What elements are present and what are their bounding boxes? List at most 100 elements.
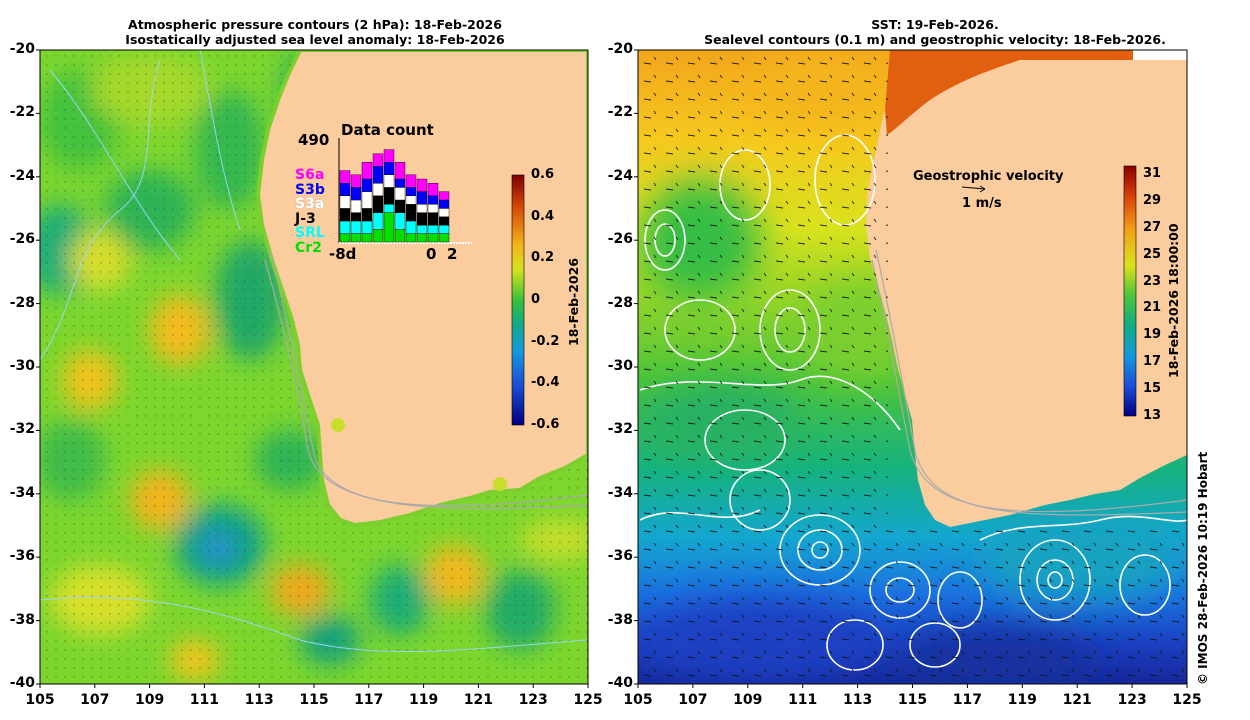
inset-legend-item: S3a — [295, 196, 325, 212]
velocity-annotation-scale: 1 m/s — [962, 196, 1002, 211]
inset-bar-segment — [361, 220, 373, 234]
inset-bar-segment — [361, 233, 373, 243]
inset-bar-segment — [361, 191, 373, 209]
inset-legend: S6a S3b S3a J-3 SRL Cr2 — [295, 168, 325, 255]
colorbar-tick-label: 27 — [1143, 219, 1162, 235]
latitude-tick-label: -20 — [607, 41, 633, 57]
inset-bar-segment — [416, 203, 428, 213]
longitude-tick-label: 105 — [25, 692, 55, 708]
longitude-tick-label: 125 — [1172, 692, 1202, 708]
inset-bar-segment — [372, 166, 384, 184]
right-colorbar-label: 18-Feb-2026 18:00:00 — [1166, 223, 1181, 378]
latitude-tick-label: -34 — [9, 484, 35, 501]
longitude-tick-label: 107 — [678, 692, 708, 708]
inset-bar-segment — [405, 203, 417, 222]
colorbar-tick-label: 29 — [1143, 192, 1162, 208]
inset-bar-segment — [438, 216, 450, 226]
colorbar-tick-label: 21 — [1143, 300, 1162, 316]
latitude-tick-label: -30 — [607, 358, 633, 374]
colorbar-tick-label: 0.4 — [531, 208, 555, 224]
inset-bar-segment — [339, 170, 351, 184]
pressure-contours — [40, 50, 588, 653]
inset-bar-segment — [416, 178, 428, 192]
inset-max-label: 490 — [298, 131, 330, 149]
inset-bar-segment — [361, 161, 373, 180]
inset-bar-segment — [339, 233, 351, 243]
inset-bar-segment — [405, 187, 417, 196]
longitude-tick-label: 123 — [518, 692, 548, 708]
colorbar-tick-label: 19 — [1143, 327, 1162, 343]
colorbar-tick-label: 25 — [1143, 246, 1162, 262]
colorbar-tick-label: 15 — [1143, 381, 1162, 397]
longitude-tick-label: 113 — [842, 692, 873, 708]
inset-bar-segment — [383, 161, 395, 175]
australia-landmass-left — [255, 50, 588, 528]
longitude-tick-label: 125 — [573, 692, 603, 708]
latitude-tick-label: -28 — [607, 294, 633, 311]
latitude-tick-label: -36 — [607, 548, 633, 565]
inset-bar-segment — [339, 195, 351, 209]
inset-legend-item: S6a — [295, 167, 325, 183]
inset-bar-segment — [416, 212, 428, 226]
inset-bar-segment — [350, 187, 362, 201]
right-title-line2: Sealevel contours (0.1 m) and geostrophi… — [704, 32, 1166, 47]
inset-legend-item: Cr2 — [295, 239, 322, 256]
inset-legend-item: S3b — [295, 181, 325, 198]
latitude-tick-label: -20 — [9, 41, 35, 57]
data-count-inset — [338, 138, 472, 244]
colorbar-tick-label: 23 — [1143, 273, 1162, 289]
inset-bar-segment — [383, 203, 395, 213]
inset-bar-segment — [372, 153, 384, 167]
inset-bar-segment — [372, 229, 384, 243]
geostrophic-velocity-arrows — [638, 50, 888, 684]
inset-bar-segment — [416, 224, 428, 234]
inset-bar-segment — [405, 174, 417, 188]
left-colorbar — [511, 174, 525, 426]
latitude-tick-label: -40 — [607, 675, 633, 691]
geostrophic-velocity-arrows — [888, 530, 1187, 684]
inset-bar-segment — [438, 224, 450, 234]
longitude-tick-label: 119 — [408, 692, 439, 708]
inset-bar-segment — [361, 178, 373, 192]
inset-bar-segment — [427, 212, 439, 226]
velocity-annotation-title: Geostrophic velocity — [913, 169, 1064, 184]
longitude-tick-label: 117 — [952, 692, 982, 708]
left-title-line1: Atmospheric pressure contours (2 hPa): 1… — [128, 17, 502, 32]
inset-bar-segment — [394, 178, 406, 188]
longitude-tick-label: 115 — [897, 692, 928, 708]
inset-bar-segment — [339, 182, 351, 196]
inset-bar-segment — [339, 220, 351, 234]
inset-bar-segment — [350, 233, 362, 243]
longitude-tick-label: 117 — [354, 692, 384, 708]
colorbar-tick-label: -0.4 — [531, 375, 560, 391]
latitude-tick-label: -32 — [9, 421, 35, 438]
inset-legend-item: J-3 — [295, 210, 316, 227]
inset-bar-segment — [383, 212, 395, 243]
longitude-tick-label: 121 — [1062, 692, 1092, 708]
colorbar-tick-label: 17 — [1143, 354, 1162, 370]
colorbar-tick-label: 31 — [1143, 166, 1162, 181]
longitude-tick-label: 107 — [80, 692, 110, 708]
inset-title: Data count — [341, 121, 434, 139]
inset-x-label-zero: 0 — [426, 245, 437, 263]
inset-bar-segment — [361, 208, 373, 222]
inset-bar-segment — [427, 182, 439, 196]
inset-bar-segment — [339, 208, 351, 222]
island-marker — [493, 477, 507, 491]
inset-x-label-end: 2 — [447, 245, 458, 263]
longitude-tick-label: 119 — [1007, 692, 1037, 708]
right-panel-title: SST: 19-Feb-2026. Sealevel contours (0.1… — [635, 17, 1235, 47]
axis-ticks — [36, 49, 1188, 688]
latitude-tick-label: -24 — [607, 167, 633, 184]
inset-bar-segment — [394, 212, 406, 230]
left-panel-title: Atmospheric pressure contours (2 hPa): 1… — [40, 17, 590, 47]
right-colorbar — [1123, 165, 1137, 417]
inset-bar-segment — [427, 203, 439, 213]
longitude-tick-label: 111 — [788, 692, 818, 708]
island-marker — [331, 418, 345, 432]
latitude-tick-label: -28 — [9, 294, 35, 311]
inset-bar-segment — [394, 229, 406, 243]
inset-bar-segment — [383, 149, 395, 163]
longitude-tick-label: 115 — [299, 692, 329, 708]
longitude-tick-label: 121 — [463, 692, 493, 708]
